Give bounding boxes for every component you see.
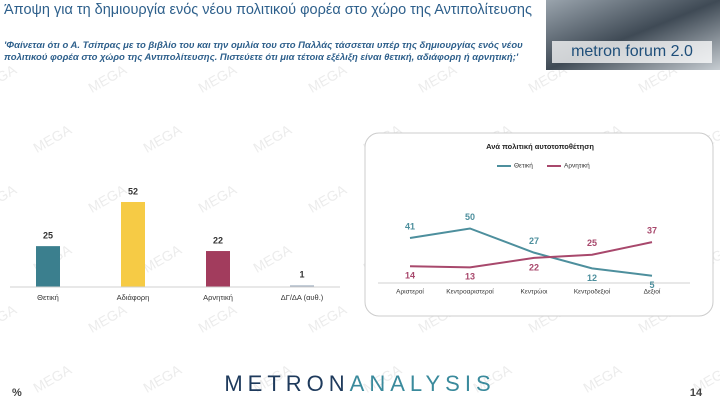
data-label: 14: [405, 271, 415, 281]
data-label: 25: [43, 231, 53, 241]
bar: [206, 251, 230, 287]
logo-band: [552, 41, 712, 63]
watermark: MEGA: [0, 61, 20, 96]
watermark: MEGA: [580, 361, 624, 396]
data-label: 25: [587, 238, 597, 248]
data-label: 27: [529, 236, 539, 246]
watermark: MEGA: [250, 121, 294, 156]
watermark: MEGA: [140, 241, 184, 276]
watermark: MEGA: [305, 301, 349, 336]
bar: [121, 202, 145, 287]
watermark: MEGA: [305, 61, 349, 96]
watermark: MEGA: [0, 181, 20, 216]
data-label: 22: [213, 235, 223, 245]
series-line: [409, 241, 653, 269]
watermark: MEGA: [195, 181, 239, 216]
data-label: 13: [465, 272, 475, 282]
x-tick-label: Θετική: [37, 293, 59, 302]
question: 'Φαίνεται ότι ο Α. Τσίπρας με το βιβλίο …: [4, 40, 523, 63]
watermark: MEGA: [250, 241, 294, 276]
watermark: MEGA: [30, 121, 74, 156]
x-tick-label: Αρνητική: [203, 293, 233, 302]
brand-right: ANALYSIS: [350, 371, 496, 396]
watermark: MEGA: [195, 301, 239, 336]
data-label: 37: [647, 226, 657, 236]
x-tick-label: Αριστεροί: [396, 288, 424, 296]
watermark: MEGA: [305, 181, 349, 216]
bar: [290, 285, 314, 287]
watermark: MEGA: [195, 61, 239, 96]
title: Άποψη για τη δημιουργία ενός νέου πολιτι…: [4, 2, 532, 18]
data-label: 1: [299, 270, 304, 280]
x-tick-label: Κεντρώοι: [521, 288, 548, 296]
logo-text: metron forum 2.0: [571, 43, 693, 60]
page-number: 14: [690, 387, 703, 399]
bar: [36, 246, 60, 287]
legend-label: Θετική: [514, 163, 533, 170]
chart-title: Ανά πολιτική αυτοτοποθέτηση: [486, 142, 594, 151]
series-line: [409, 227, 653, 277]
brand: METRONANALYSIS: [224, 371, 495, 396]
data-label: 50: [465, 212, 475, 222]
brand-left: METRON: [224, 371, 349, 396]
data-label: 41: [405, 221, 415, 231]
x-tick-label: Κεντροδεξιοί: [574, 288, 611, 296]
unit-label: %: [12, 387, 22, 399]
watermark: MEGA: [85, 301, 129, 336]
watermark: MEGA: [30, 361, 74, 396]
watermark: MEGA: [415, 61, 459, 96]
data-label: 5: [649, 280, 654, 290]
data-label: 52: [128, 186, 138, 196]
x-tick-label: Αδιάφορη: [117, 293, 150, 302]
x-tick-label: ΔΓ/ΔΑ (αυθ.): [281, 293, 324, 302]
watermark: MEGA: [140, 121, 184, 156]
watermark: MEGA: [140, 361, 184, 396]
x-tick-label: Δεξιοί: [644, 288, 661, 296]
data-label: 12: [587, 273, 597, 283]
data-label: 22: [529, 262, 539, 272]
watermark: MEGA: [0, 301, 20, 336]
legend-label: Αρνητική: [564, 163, 590, 170]
line-chart-frame: [364, 132, 714, 317]
watermark: MEGA: [85, 61, 129, 96]
x-tick-label: Κεντροαριστεροί: [446, 288, 494, 296]
